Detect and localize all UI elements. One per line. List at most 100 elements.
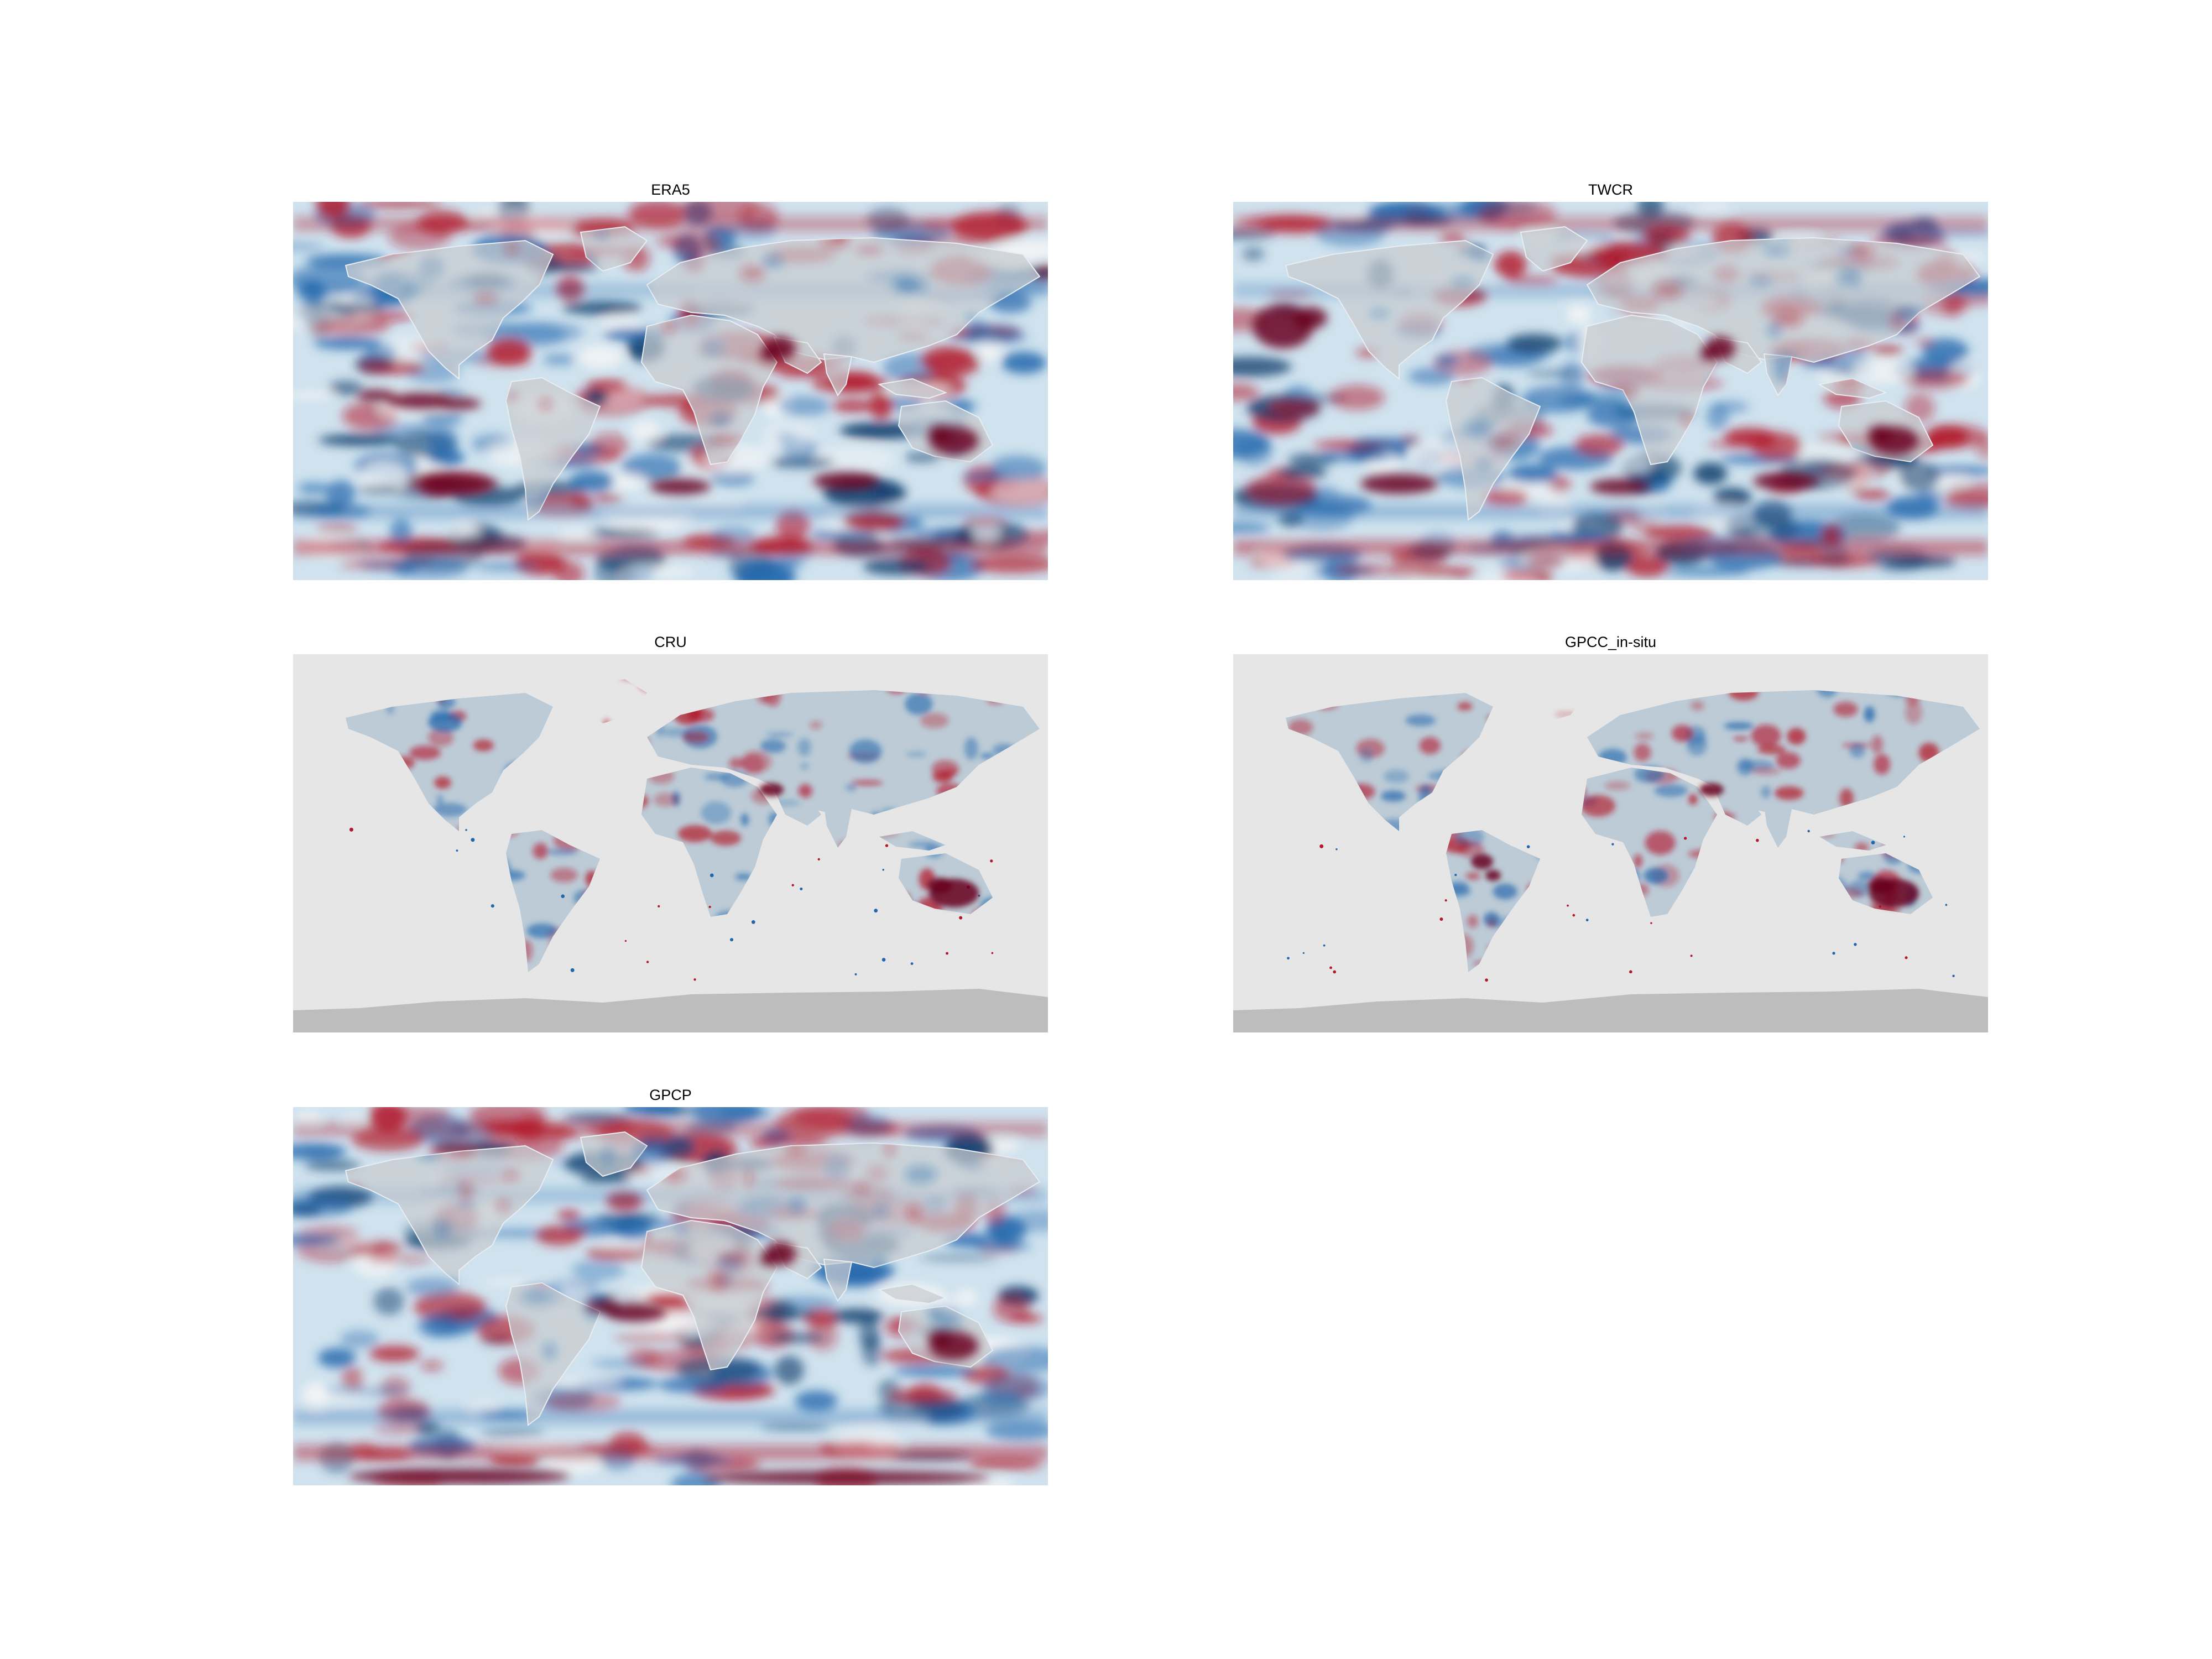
anomaly-blob [729, 758, 744, 769]
zonal-band [293, 216, 1048, 232]
anomaly-blob [831, 1308, 884, 1324]
anomaly-blob [526, 923, 558, 938]
anomaly-blob [295, 1111, 322, 1125]
land-blob [542, 1342, 556, 1360]
land-north-america [1286, 693, 1493, 831]
anomaly-blob [919, 1254, 999, 1262]
anomaly-blob [1268, 399, 1319, 417]
anomaly-blob [598, 1240, 649, 1251]
panel-cru: CRU [293, 630, 1048, 1032]
land-blob [717, 1252, 749, 1265]
anomaly-blob [985, 1421, 1048, 1441]
anomaly-blob [1525, 369, 1583, 377]
anomaly-blob [1366, 204, 1434, 219]
anomaly-blob [869, 392, 893, 419]
anomaly-blob [809, 721, 822, 729]
anomaly-blob [800, 763, 809, 770]
anomaly-blob [1733, 736, 1748, 741]
land-blob [854, 1182, 869, 1193]
anomaly-blob [1724, 722, 1754, 730]
anomaly-blob [1482, 489, 1529, 505]
zonal-band [1233, 540, 1988, 555]
island-point [1905, 956, 1908, 959]
hotspot-equatorial-pacific [357, 390, 395, 401]
hotspot-amazon [1485, 870, 1501, 881]
anomaly-blob [813, 445, 897, 473]
hotspot-southern-ocean [650, 479, 711, 494]
panel-title: GPCC_in-situ [1564, 634, 1657, 650]
anomaly-blob [964, 737, 978, 760]
anomaly-blob [1922, 338, 1969, 363]
anomaly-blob [1635, 732, 1654, 740]
land-arabia-india [1714, 790, 1792, 848]
anomaly-blob [845, 784, 857, 791]
land-blob [1749, 276, 1771, 285]
land-blob [1470, 249, 1491, 260]
anomaly-blob [318, 434, 402, 446]
map-cru [293, 654, 1048, 1032]
island-point [1439, 917, 1443, 921]
anomaly-blob [580, 1175, 633, 1183]
anomaly-blob [420, 1360, 444, 1371]
anomaly-blob [1853, 357, 1915, 384]
anomaly-blob [1587, 403, 1640, 428]
anomaly-blob [1849, 743, 1865, 758]
island-point [1952, 974, 1955, 978]
land-blob [504, 241, 519, 255]
land-south-america [506, 830, 600, 972]
land-africa [640, 314, 778, 466]
land-africa [1580, 314, 1718, 466]
island-point [910, 962, 914, 965]
island-point [800, 887, 803, 890]
land-blob [709, 413, 732, 427]
anomaly-blob [1874, 754, 1891, 775]
anomaly-blob [980, 753, 995, 759]
anomaly-blob [1621, 455, 1652, 475]
anomaly-blob [978, 1391, 1024, 1407]
anomaly-blob [797, 738, 811, 757]
hotspot-north-pacific [1294, 307, 1327, 329]
anomaly-blob [592, 494, 624, 502]
land-blob [907, 1204, 921, 1224]
hotspot-amazon [1471, 854, 1493, 869]
anomaly-blob [627, 1167, 653, 1175]
anomaly-blob [794, 1390, 838, 1411]
anomaly-blob [1333, 562, 1401, 577]
anomaly-blob [1467, 915, 1479, 928]
anomaly-blob [759, 1423, 831, 1431]
anomaly-blob [479, 1428, 546, 1437]
anomaly-blob [340, 1330, 380, 1349]
anomaly-blob [1506, 276, 1559, 284]
island-point [1903, 836, 1906, 838]
anomaly-blob [555, 1378, 623, 1386]
anomaly-blob [1359, 747, 1374, 763]
zonal-band [1233, 216, 1988, 232]
anomaly-blob [1914, 337, 1935, 347]
hotspot-equatorial-pacific [437, 398, 481, 409]
anomaly-blob [486, 338, 531, 366]
anomaly-blob [717, 1108, 772, 1118]
land-blob [1652, 281, 1683, 300]
anomaly-blob [766, 732, 794, 737]
anomaly-blob [1405, 714, 1436, 727]
island-point [658, 905, 660, 907]
land-blob [1763, 245, 1790, 255]
island-point [1690, 954, 1693, 957]
land-maritime [878, 1283, 947, 1305]
panel-title: TWCR [1588, 181, 1633, 198]
island-point [1485, 978, 1488, 982]
anomaly-blob [832, 399, 874, 413]
land-blob [744, 1170, 754, 1188]
land-blob [1490, 434, 1519, 450]
anomaly-blob [418, 1313, 461, 1338]
anomaly-blob [422, 410, 463, 426]
hotspot-southern-ocean [1360, 474, 1438, 494]
anomaly-blob [849, 739, 882, 764]
anomaly-blob [1233, 383, 1259, 401]
anomaly-blob [669, 232, 722, 255]
hotspot-horn-africa [1699, 783, 1724, 796]
anomaly-blob [622, 565, 697, 580]
anomaly-blob [1774, 786, 1804, 800]
island-point [1444, 899, 1447, 902]
island-point [729, 938, 734, 942]
